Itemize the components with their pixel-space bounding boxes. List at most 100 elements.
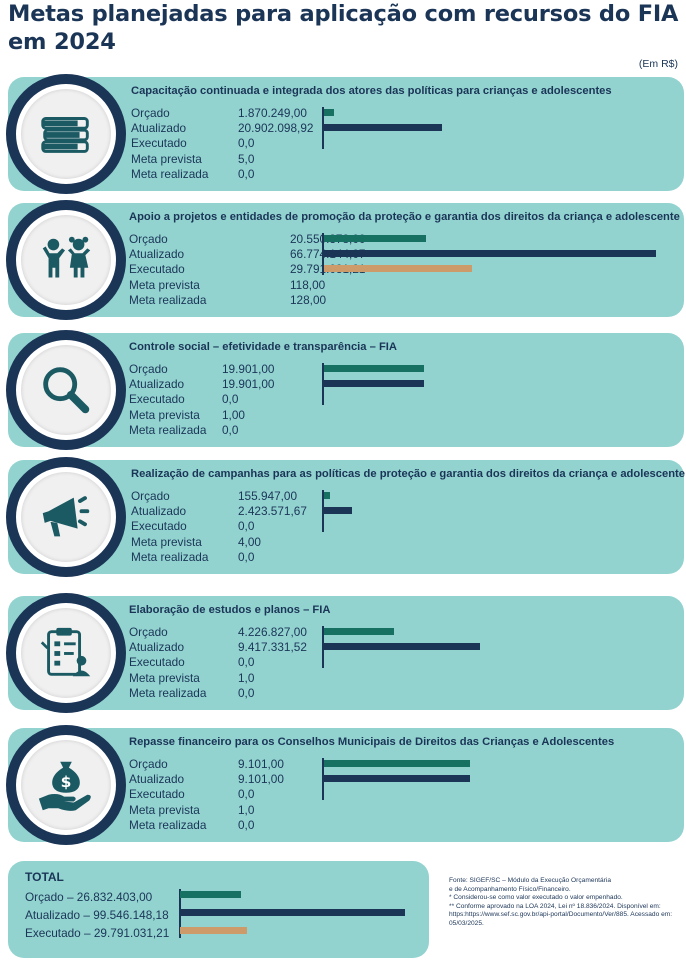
unit-label: (Em R$) [638,58,678,70]
value-atualizado: 9.101,00 [238,772,284,787]
total-bar-atualizado [180,909,405,916]
meta-realizada-label: Meta realizada [129,685,207,700]
books-icon [21,89,111,179]
bar-atualizado [323,380,424,388]
note-line: e de Acompanhamento Físico/Financeiro. [449,885,571,893]
value-orcado: 155.947,00 [238,489,298,503]
icon-circle [6,330,126,450]
note-line: ** Conforme aprovado na LOA 2024, Lei nº… [449,902,673,927]
value-meta-prevista: 1,00 [222,407,245,422]
value-meta-prevista: 4,00 [238,534,261,549]
orcado-label: Orçado [129,625,168,639]
bar-axis [322,490,324,532]
note-line: * Considerou-se como valor executado o v… [449,894,623,902]
bar-atualizado [323,124,442,132]
bar-axis [322,233,324,275]
bar-atualizado [323,775,470,783]
atualizado-label: Atualizado [129,377,185,392]
money-hand-icon: $ [21,740,111,830]
executado-label: Executado [129,262,185,277]
value-meta-prevista: 5,0 [238,151,255,166]
meta-prevista-label: Meta prevista [129,277,200,292]
megaphone-icon [21,472,111,562]
meta-prevista-label: Meta prevista [131,534,202,549]
bar-axis [322,363,324,405]
value-executado: 0,0 [238,787,255,802]
bar-axis [322,626,324,668]
orcado-label: Orçado [131,106,170,120]
total-bar-executado [180,927,248,934]
executado-label: Executado [129,392,185,407]
value-executado: 0,0 [222,392,239,407]
bar-orcado [323,109,335,116]
atualizado-label: Atualizado [129,247,185,262]
meta-prevista-label: Meta prevista [129,407,200,422]
value-meta-realizada: 0,0 [222,422,239,437]
magnifier-icon [21,345,111,435]
value-executado: 0,0 [238,519,255,534]
icon-circle [6,593,126,713]
bar-atualizado [323,507,352,515]
icon-circle [6,457,126,577]
icon-circle [6,200,126,320]
goal-title: Apoio a projetos e entidades de promoção… [129,211,680,223]
value-atualizado: 20.902.098,92 [238,121,314,136]
total-axis [179,889,181,938]
icon-circle: $ [6,725,126,845]
bar-atualizado [323,250,656,258]
value-atualizado: 2.423.571,67 [238,504,307,519]
source-notes: Fonte: SIGEF/SC – Módulo da Execução Orç… [449,877,679,929]
value-executado: 0,0 [238,655,255,670]
page-title: Metas planejadas para aplicação com recu… [8,1,679,55]
value-atualizado: 19.901,00 [222,377,275,392]
icon-circle [6,74,126,194]
total-card: TOTAL Orçado – 26.832.403,00 Atualizado … [8,861,429,958]
goal-card: Elaboração de estudos e planos – FIA Orça… [6,593,684,713]
clipboard-icon [21,608,111,698]
atualizado-label: Atualizado [131,504,187,519]
goal-card: Realização de campanhas para as política… [6,457,685,577]
total-bar-orcado [180,891,241,898]
value-meta-prevista: 1,0 [238,802,255,817]
executado-label: Executado [129,787,185,802]
value-meta-realizada: 0,0 [238,685,255,700]
goal-card: $ Repasse financeiro para os Conselhos Mu… [6,725,684,845]
meta-prevista-label: Meta prevista [129,802,200,817]
value-meta-realizada: 0,0 [238,549,255,564]
total-title: TOTAL [25,870,64,884]
bar-axis [322,107,324,149]
value-meta-realizada: 0,0 [238,166,255,181]
bar-orcado [323,760,470,767]
value-orcado: 4.226.827,00 [238,625,307,639]
orcado-label: Orçado [129,757,168,771]
goal-title: Repasse financeiro para os Conselhos Mun… [129,736,615,748]
bar-orcado [323,628,394,635]
bar-atualizado [323,643,480,651]
atualizado-label: Atualizado [129,640,185,655]
goal-title: Controle social – efetividade e transpar… [129,341,397,353]
executado-label: Executado [131,136,187,151]
value-orcado: 19.901,00 [222,362,275,376]
atualizado-label: Atualizado [131,121,187,136]
value-orcado: 1.870.249,00 [238,106,307,120]
meta-realizada-label: Meta realizada [129,817,207,832]
meta-realizada-label: Meta realizada [129,422,207,437]
meta-prevista-label: Meta prevista [131,151,202,166]
children-icon [21,215,111,305]
bar-executado [323,265,472,273]
bar-orcado [323,365,424,372]
orcado-label: Orçado [129,232,168,246]
value-atualizado: 9.417.331,52 [238,640,307,655]
goal-card: Capacitação continuada e integrada dos a… [6,74,684,194]
orcado-label: Orçado [129,362,168,376]
meta-realizada-label: Meta realizada [129,292,207,307]
goal-card: Controle social – efetividade e transpar… [6,330,684,450]
goal-title: Capacitação continuada e integrada dos a… [131,85,612,97]
meta-realizada-label: Meta realizada [131,166,209,181]
orcado-label: Orçado [131,489,170,503]
value-meta-realizada: 0,0 [238,817,255,832]
total-atualizado-label: Atualizado – 99.546.148,18 [25,908,169,922]
atualizado-label: Atualizado [129,772,185,787]
executado-label: Executado [129,655,185,670]
bar-axis [322,758,324,800]
